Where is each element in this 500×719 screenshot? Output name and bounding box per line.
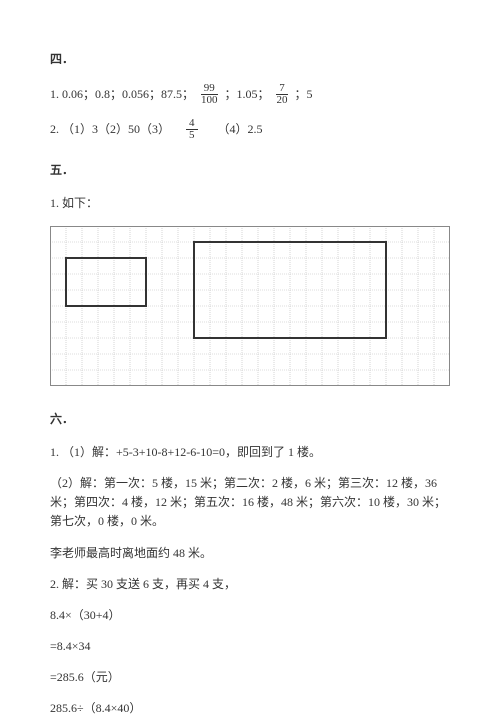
section-6-p4: 2. 解：买 30 支送 6 支，再买 4 支， [50, 575, 450, 594]
section-6-p3: 李老师最高时离地面约 48 米。 [50, 544, 450, 563]
grid-figure [50, 226, 450, 386]
section-6-p8: 285.6÷（8.4×40） [50, 699, 450, 718]
section-6-p6: =8.4×34 [50, 637, 450, 656]
section-4-heading: 四． [50, 50, 450, 69]
text-segment: ；5 [295, 85, 313, 104]
section-6-p2: （2）解：第一次：5 楼，15 米；第二次：2 楼，6 米；第三次：12 楼，3… [50, 474, 450, 532]
denominator: 20 [274, 95, 291, 106]
section-6-p7: =285.6（元） [50, 668, 450, 687]
section-6-heading: 六． [50, 410, 450, 429]
text-segment: 2. （1）3（2）50（3） [50, 120, 170, 139]
grid-svg [50, 226, 450, 386]
section-4-line-1: 1. 0.06；0.8；0.056；87.5； 99 100 ；1.05； 7 … [50, 83, 450, 106]
section-5-heading: 五． [50, 161, 450, 180]
text-segment: ；1.05； [225, 85, 270, 104]
section-4-line-2: 2. （1）3（2）50（3） 4 5 （4）2.5 [50, 118, 450, 141]
text-segment: （4）2.5 [218, 120, 263, 139]
denominator: 100 [198, 95, 221, 106]
fraction-99-100: 99 100 [198, 83, 221, 106]
fraction-4-5: 4 5 [186, 118, 198, 141]
section-5-line-1: 1. 如下： [50, 194, 450, 213]
section-6-p1: 1. （1）解：+5-3+10-8+12-6-10=0，即回到了 1 楼。 [50, 443, 450, 462]
text-segment: 1. 0.06；0.8；0.056；87.5； [50, 85, 194, 104]
fraction-7-20: 7 20 [274, 83, 291, 106]
section-6-p5: 8.4×（30+4） [50, 606, 450, 625]
denominator: 5 [186, 130, 198, 141]
